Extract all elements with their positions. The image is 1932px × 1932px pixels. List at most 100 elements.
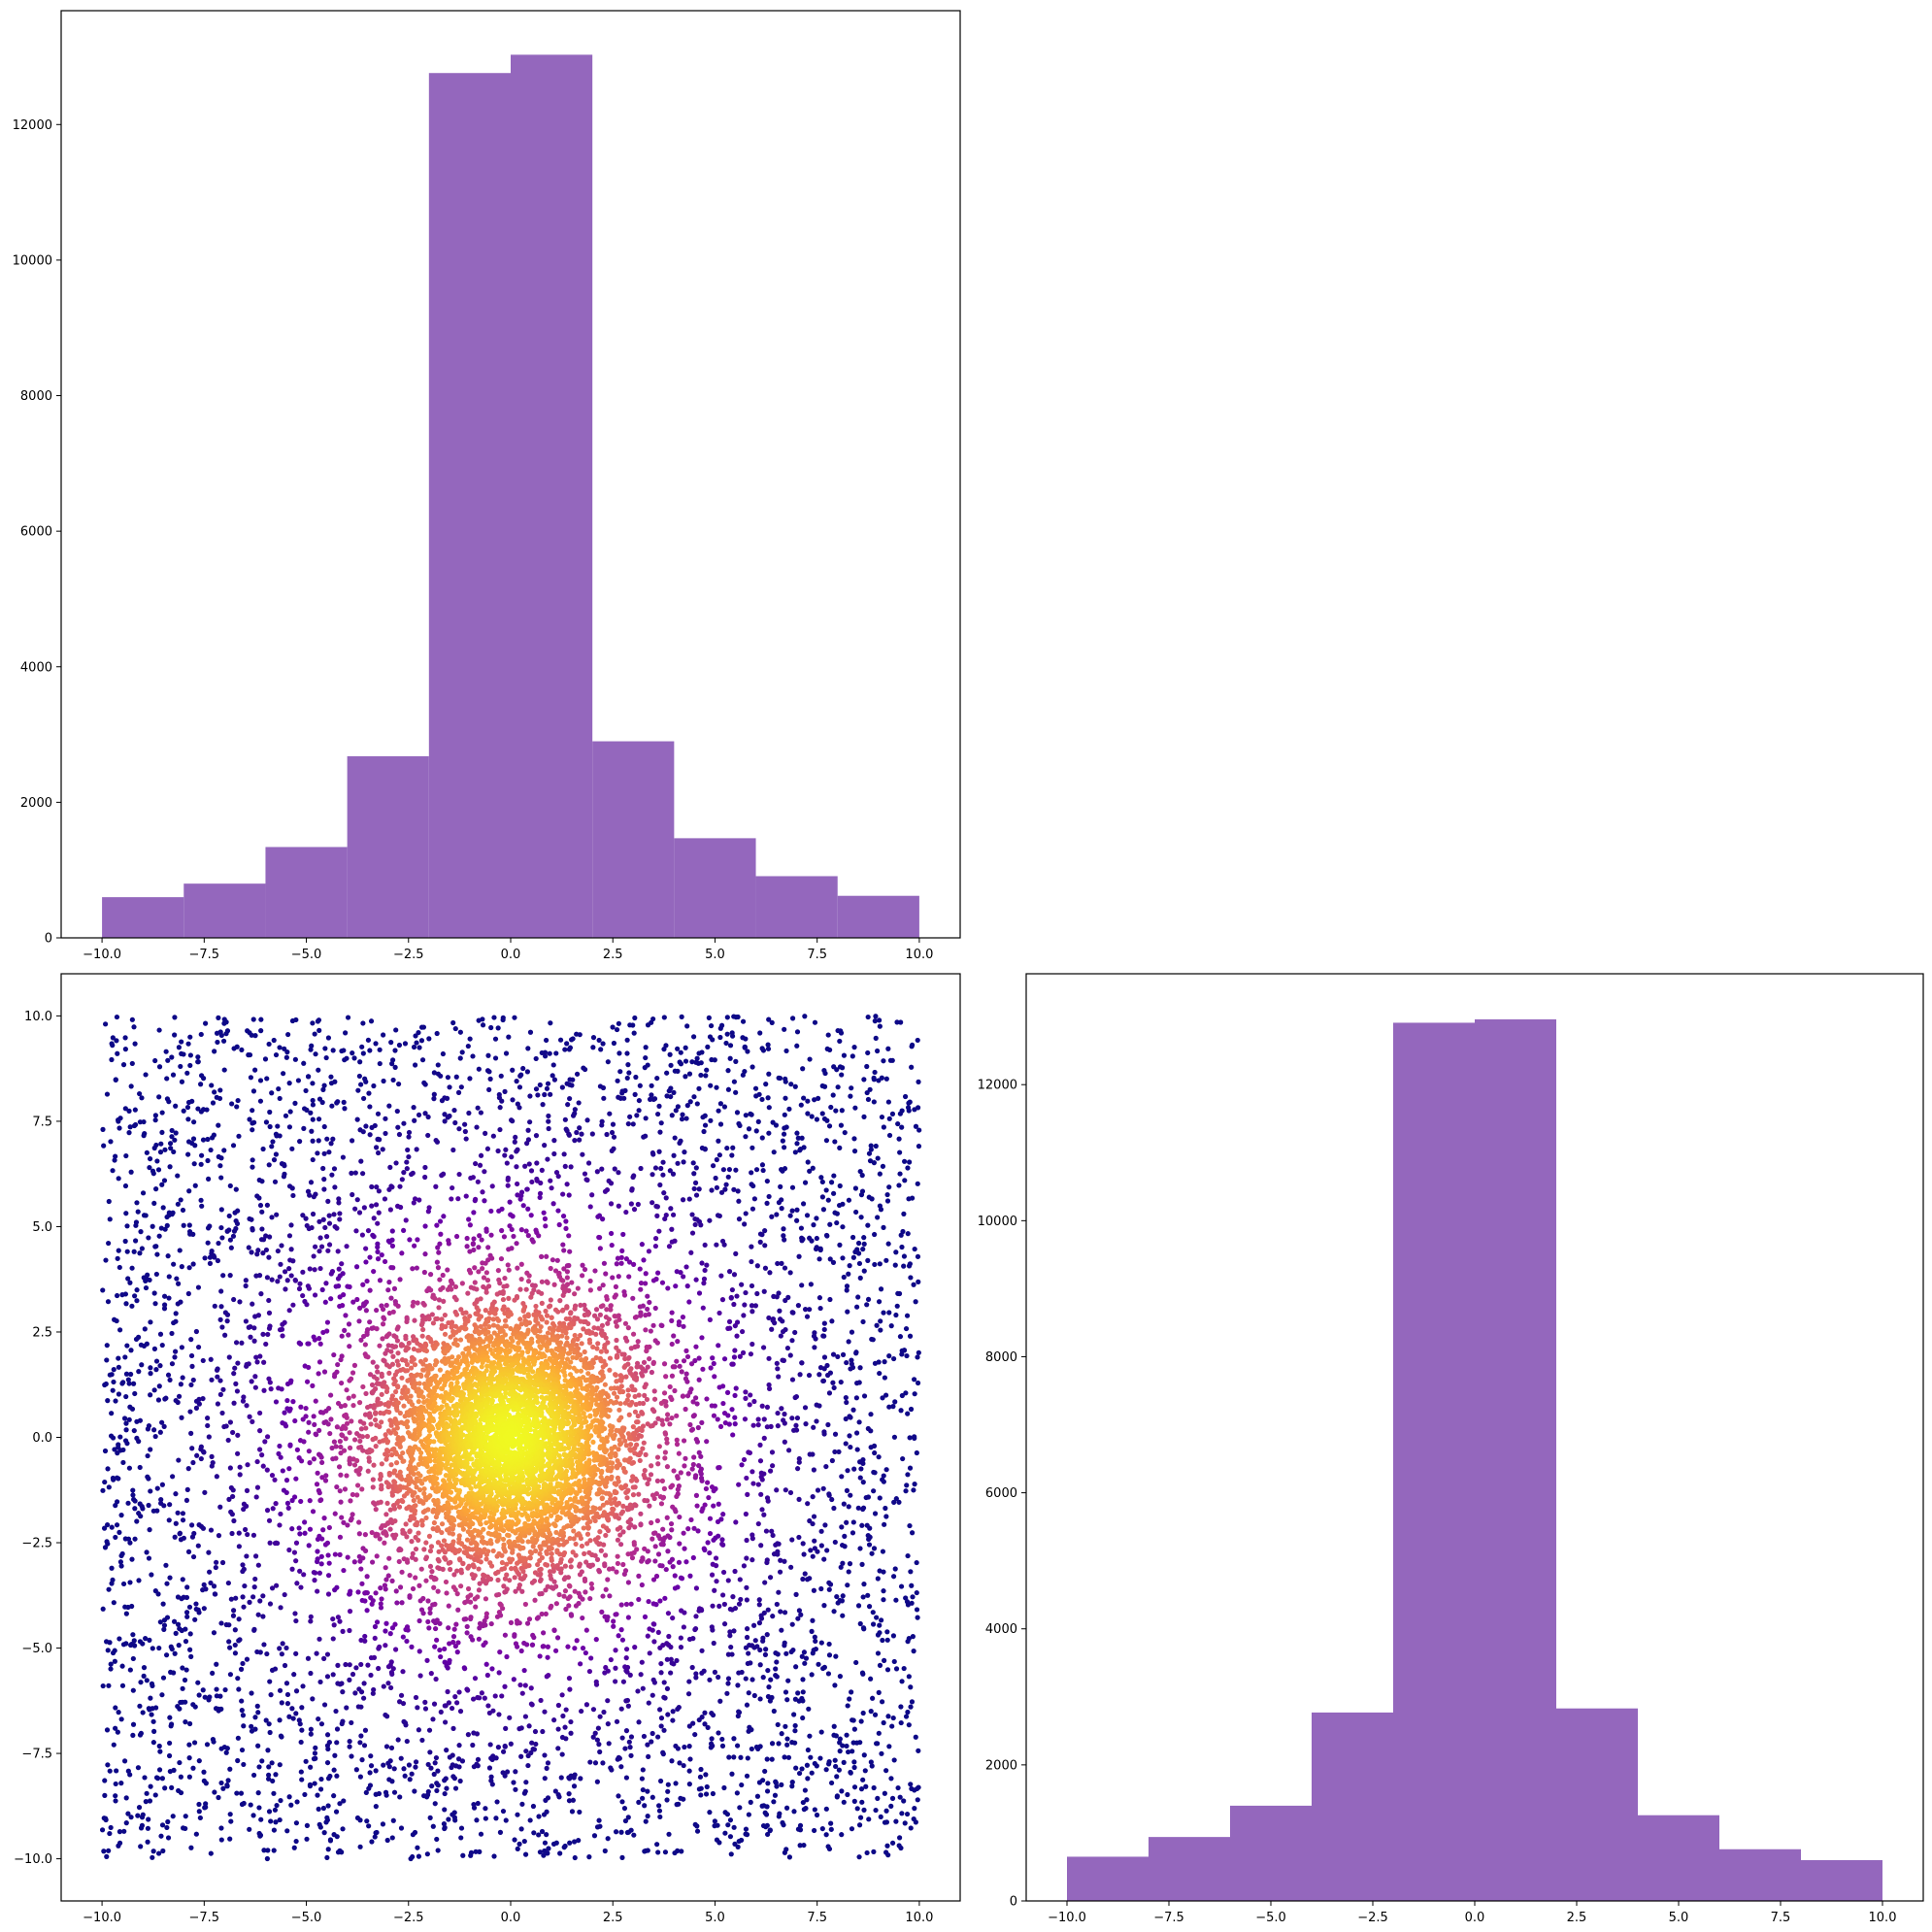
scatter-point	[521, 1667, 527, 1674]
scatter-point	[877, 1622, 883, 1628]
scatter-point	[736, 1709, 742, 1715]
scatter-point	[859, 1522, 865, 1528]
scatter-point	[260, 1593, 266, 1599]
scatter-point	[795, 1135, 801, 1141]
scatter-point	[779, 1260, 784, 1266]
scatter-point	[714, 1579, 719, 1584]
scatter-point	[293, 1820, 299, 1826]
scatter-point	[103, 1815, 109, 1821]
scatter-point	[286, 1794, 292, 1800]
scatter-point	[574, 1129, 580, 1136]
scatter-point	[641, 1257, 647, 1263]
scatter-point	[383, 1643, 388, 1649]
scatter-point	[326, 1242, 333, 1248]
scatter-point	[353, 1767, 359, 1773]
scatter-point	[340, 1303, 346, 1309]
scatter-point	[444, 1095, 450, 1101]
scatter-point	[472, 1198, 478, 1204]
scatter-point	[537, 1653, 543, 1659]
scatter-point	[568, 1730, 574, 1736]
scatter-point	[413, 1575, 418, 1581]
scatter-point	[667, 1051, 673, 1057]
scatter-point	[684, 1023, 690, 1029]
scatter-point	[306, 1419, 312, 1425]
scatter-point	[166, 1274, 172, 1280]
scatter-point	[805, 1577, 811, 1582]
scatter-point	[209, 1083, 215, 1088]
scatter-point	[827, 1221, 833, 1227]
scatter-point	[802, 1787, 808, 1793]
scatter-point	[662, 1535, 668, 1541]
scatter-point	[695, 1424, 701, 1431]
scatter-point	[411, 1200, 416, 1206]
scatter-point	[152, 1113, 158, 1118]
scatter-point	[774, 1487, 780, 1493]
scatter-point	[351, 1437, 358, 1443]
scatter-point	[467, 1249, 473, 1254]
scatter-point	[126, 1381, 132, 1386]
scatter-point	[383, 1530, 388, 1536]
scatter-point	[277, 1717, 283, 1723]
scatter-point	[309, 1224, 315, 1231]
scatter-point	[757, 1231, 764, 1237]
scatter-point	[149, 1572, 154, 1578]
scatter-point	[367, 1048, 373, 1053]
scatter-point	[631, 1030, 637, 1036]
scatter-point	[664, 1416, 670, 1422]
scatter-point	[571, 1783, 578, 1789]
scatter-point	[365, 1037, 372, 1043]
scatter-point	[783, 1095, 788, 1101]
scatter-point	[237, 1637, 243, 1643]
scatter-point	[797, 1148, 803, 1153]
scatter-point	[541, 1210, 547, 1216]
scatter-point	[623, 1256, 630, 1262]
scatter-point	[555, 1208, 561, 1214]
scatter-point	[266, 1297, 272, 1304]
scatter-point	[744, 1537, 749, 1544]
scatter-point	[186, 1265, 192, 1271]
scatter-point	[175, 1173, 181, 1179]
scatter-point	[347, 1344, 352, 1349]
scatter-point	[227, 1672, 234, 1678]
scatter-point	[250, 1016, 256, 1022]
scatter-point	[485, 1245, 491, 1250]
scatter-point	[797, 1843, 803, 1849]
scatter-point	[649, 1083, 654, 1088]
scatter-point	[183, 1594, 190, 1601]
scatter-point	[148, 1371, 153, 1377]
scatter-point	[686, 1636, 693, 1643]
scatter-point	[683, 1116, 689, 1121]
scatter-point	[101, 1525, 108, 1531]
scatter-point	[861, 1268, 867, 1274]
scatter-point	[116, 1476, 121, 1482]
scatter-point	[524, 1620, 531, 1626]
scatter-point	[414, 1265, 419, 1271]
scatter-point	[788, 1564, 794, 1570]
scatter-point	[672, 1387, 678, 1394]
scatter-point	[709, 1572, 716, 1578]
scatter-point	[437, 1647, 443, 1653]
scatter-point	[351, 1055, 357, 1061]
scatter-point	[871, 1546, 878, 1551]
scatter-point	[698, 1766, 704, 1773]
scatter-point	[197, 1815, 203, 1821]
scatter-point	[202, 1489, 208, 1495]
scatter-point	[681, 1358, 687, 1364]
scatter-point	[709, 1056, 715, 1063]
scatter-point	[894, 1019, 900, 1025]
scatter-point	[450, 1639, 456, 1646]
scatter-point	[577, 1125, 583, 1131]
scatter-point	[318, 1561, 324, 1567]
scatter-point	[163, 1562, 169, 1568]
scatter-point	[856, 1854, 862, 1860]
scatter-point	[903, 1488, 909, 1494]
scatter-point	[146, 1816, 151, 1822]
scatter-point	[367, 1132, 373, 1138]
scatter-point	[374, 1184, 380, 1190]
scatter-point	[417, 1673, 423, 1679]
scatter-point	[320, 1165, 326, 1172]
scatter-point	[912, 1246, 917, 1252]
scatter-point	[750, 1183, 756, 1189]
scatter-point	[650, 1151, 656, 1157]
